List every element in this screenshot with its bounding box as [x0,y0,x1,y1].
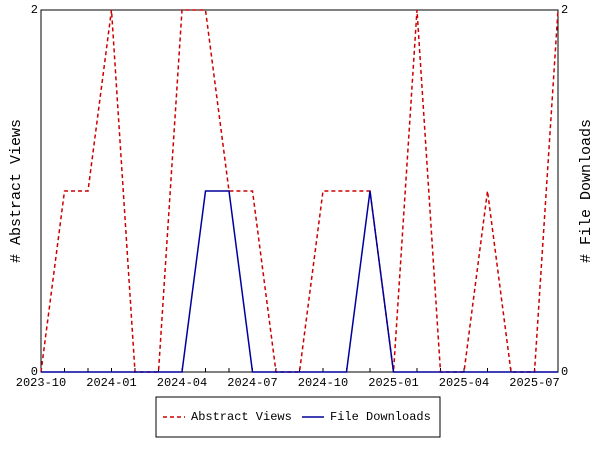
y2-tick-label: 0 [561,365,568,379]
x-tick-label: 2024-01 [86,376,136,390]
x-tick-label: 2024-10 [298,376,348,390]
x-tick-label: 2025-04 [439,376,489,390]
series-line [40,9,559,373]
y-tick-label: 2 [31,3,38,17]
legend-label: File Downloads [330,410,431,424]
x-tick-label: 2024-07 [227,376,277,390]
x-tick-label: 2023-10 [16,376,66,390]
y2-axis-label: # File Downloads [578,119,595,263]
x-tick-label: 2024-04 [157,376,207,390]
y-axis-label: # Abstract Views [8,119,25,263]
x-tick-label: 2025-07 [509,376,559,390]
x-tick-label: 2025-01 [368,376,418,390]
legend-label: Abstract Views [191,410,292,424]
plot-frame [40,9,559,373]
legend-box [155,396,441,438]
series-line [41,190,558,373]
y2-tick-label: 2 [561,3,568,17]
y-tick-label: 0 [31,365,38,379]
